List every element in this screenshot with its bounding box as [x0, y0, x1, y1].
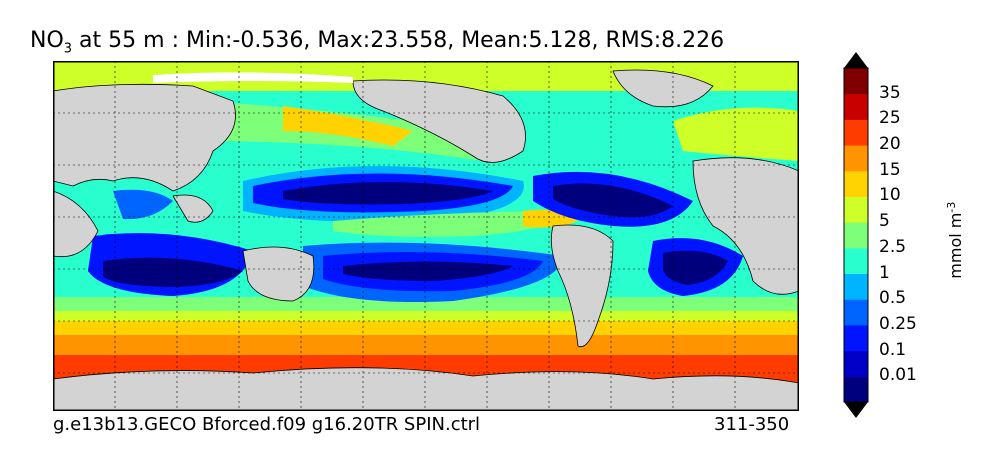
greenland-land [612, 69, 714, 108]
africa-east-land [53, 190, 99, 258]
australia-land [242, 246, 315, 302]
plot-title: NO3 at 55 m : Min:-0.536, Max:23.558, Me… [30, 28, 724, 56]
colorbar-tick-label: 0.5 [879, 288, 907, 309]
colorbar-tick-label: 2.5 [879, 236, 907, 257]
indian-ocean-gyre-core [103, 257, 243, 287]
map-frame [53, 61, 799, 411]
run-name: g.e13b13.GECO Bforced.f09 g16.20TR SPIN.… [53, 414, 481, 435]
year-range: 311-350 [714, 414, 790, 435]
africa-land [692, 157, 799, 295]
graticule [53, 61, 799, 411]
colorbar-tick-label: 25 [879, 108, 901, 129]
southeast-asia-land [172, 194, 214, 223]
southern-ocean-band-10 [53, 319, 799, 335]
south-america-land [550, 224, 614, 348]
colorbar-segment [844, 247, 868, 275]
unit-main: mmol m [946, 212, 966, 279]
north-pacific-gyre-core [283, 182, 493, 205]
colorbar-segment [844, 222, 868, 249]
colorbar-segment [844, 145, 868, 172]
title-stats: at 55 m : Min:-0.536, Max:23.558, Mean:5… [72, 28, 725, 53]
colorbar-tick-label: 15 [879, 159, 901, 180]
colorbar-unit-label: mmol m-3 [945, 200, 965, 280]
north-america-land [352, 79, 526, 163]
colorbar-segment [844, 170, 868, 197]
land [53, 69, 799, 411]
ocean-map [53, 61, 799, 411]
north-atlantic-subpolar [673, 107, 799, 161]
colorbar-tick-label: 35 [879, 82, 901, 103]
southern-ocean-band-15 [53, 333, 799, 355]
colorbar [843, 52, 869, 418]
antarctica-land [53, 367, 799, 411]
colorbar-segment [844, 376, 868, 403]
southern-ocean-band-5 [53, 309, 799, 321]
arctic-sea-ice [153, 72, 353, 83]
eurasia-land [53, 83, 236, 192]
equatorial-pacific-band [333, 211, 573, 237]
colorbar-segment [844, 350, 868, 377]
colorbar-segment [844, 196, 868, 223]
colorbar-tick-label: 0.01 [879, 365, 917, 386]
colorbar-segment [844, 299, 868, 326]
colorbar-tick-label: 10 [879, 185, 901, 206]
colorbar-over-triangle [844, 52, 868, 68]
colorbar-tick-label: 0.25 [879, 313, 917, 334]
title-species: NO [30, 28, 64, 53]
north-pacific-upwelling [283, 106, 413, 146]
north-atlantic-gyre-core [553, 183, 673, 218]
unit-exponent: -3 [944, 201, 958, 213]
south-atlantic-gyre-core [663, 250, 728, 285]
colorbar-frame [843, 67, 869, 403]
colorbar-segment [844, 119, 868, 146]
colorbar-segment [844, 324, 868, 352]
south-pacific-gyre-core [343, 261, 513, 281]
colorbar-tick-label: 5 [879, 211, 890, 232]
title-species-subscript: 3 [63, 41, 73, 57]
colorbar-tick-label: 20 [879, 134, 901, 155]
colorbar-segment [844, 68, 868, 95]
southern-ocean-band-2p5 [53, 297, 799, 311]
colorbar-segment [844, 273, 868, 300]
colorbar-tick-label: 0.1 [879, 339, 907, 360]
colorbar-segment [844, 93, 868, 120]
colorbar-under-triangle [844, 402, 868, 418]
colorbar-tick-label: 1 [879, 262, 890, 283]
arabian-sea [113, 189, 173, 220]
